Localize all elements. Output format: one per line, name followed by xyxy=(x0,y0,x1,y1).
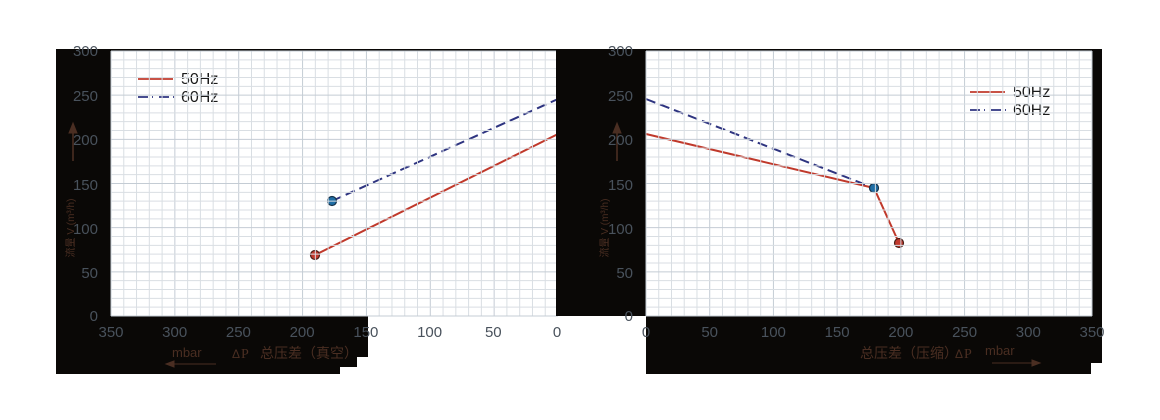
svg-text:300: 300 xyxy=(73,43,98,60)
svg-text:250: 250 xyxy=(952,324,977,341)
svg-text:200: 200 xyxy=(608,132,633,149)
svg-text:流量 V (m³/h): 流量 V (m³/h) xyxy=(64,199,77,258)
svg-text:mbar: mbar xyxy=(985,343,1015,358)
svg-text:总压差（真空）: 总压差（真空） xyxy=(260,345,358,361)
svg-text:50: 50 xyxy=(701,324,718,341)
svg-text:150: 150 xyxy=(73,177,98,194)
svg-text:250: 250 xyxy=(226,324,251,341)
svg-text:200: 200 xyxy=(888,324,913,341)
svg-text:100: 100 xyxy=(417,324,442,341)
svg-text:50: 50 xyxy=(81,265,98,282)
svg-text:250: 250 xyxy=(608,88,633,105)
svg-text:250: 250 xyxy=(73,88,98,105)
svg-text:P: P xyxy=(241,347,249,362)
svg-text:300: 300 xyxy=(1016,324,1041,341)
svg-text:Δ: Δ xyxy=(232,347,240,361)
svg-text:150: 150 xyxy=(825,324,850,341)
svg-text:100: 100 xyxy=(608,221,633,238)
svg-text:50: 50 xyxy=(485,324,502,341)
svg-text:100: 100 xyxy=(761,324,786,341)
svg-text:200: 200 xyxy=(290,324,315,341)
svg-text:P: P xyxy=(964,347,972,362)
svg-text:200: 200 xyxy=(73,132,98,149)
svg-text:300: 300 xyxy=(608,43,633,60)
svg-text:mbar: mbar xyxy=(172,345,202,360)
svg-text:0: 0 xyxy=(625,308,633,325)
svg-text:0: 0 xyxy=(642,324,650,341)
svg-text:300: 300 xyxy=(162,324,187,341)
svg-text:0: 0 xyxy=(553,324,561,341)
svg-text:350: 350 xyxy=(1079,324,1104,341)
svg-text:150: 150 xyxy=(353,324,378,341)
svg-text:0: 0 xyxy=(90,308,98,325)
svg-text:总压差（压缩）: 总压差（压缩） xyxy=(860,345,958,361)
svg-text:350: 350 xyxy=(98,324,123,341)
svg-text:150: 150 xyxy=(608,177,633,194)
svg-text:50: 50 xyxy=(616,265,633,282)
svg-text:60Hz: 60Hz xyxy=(1013,102,1050,119)
svg-text:Δ: Δ xyxy=(955,347,963,361)
